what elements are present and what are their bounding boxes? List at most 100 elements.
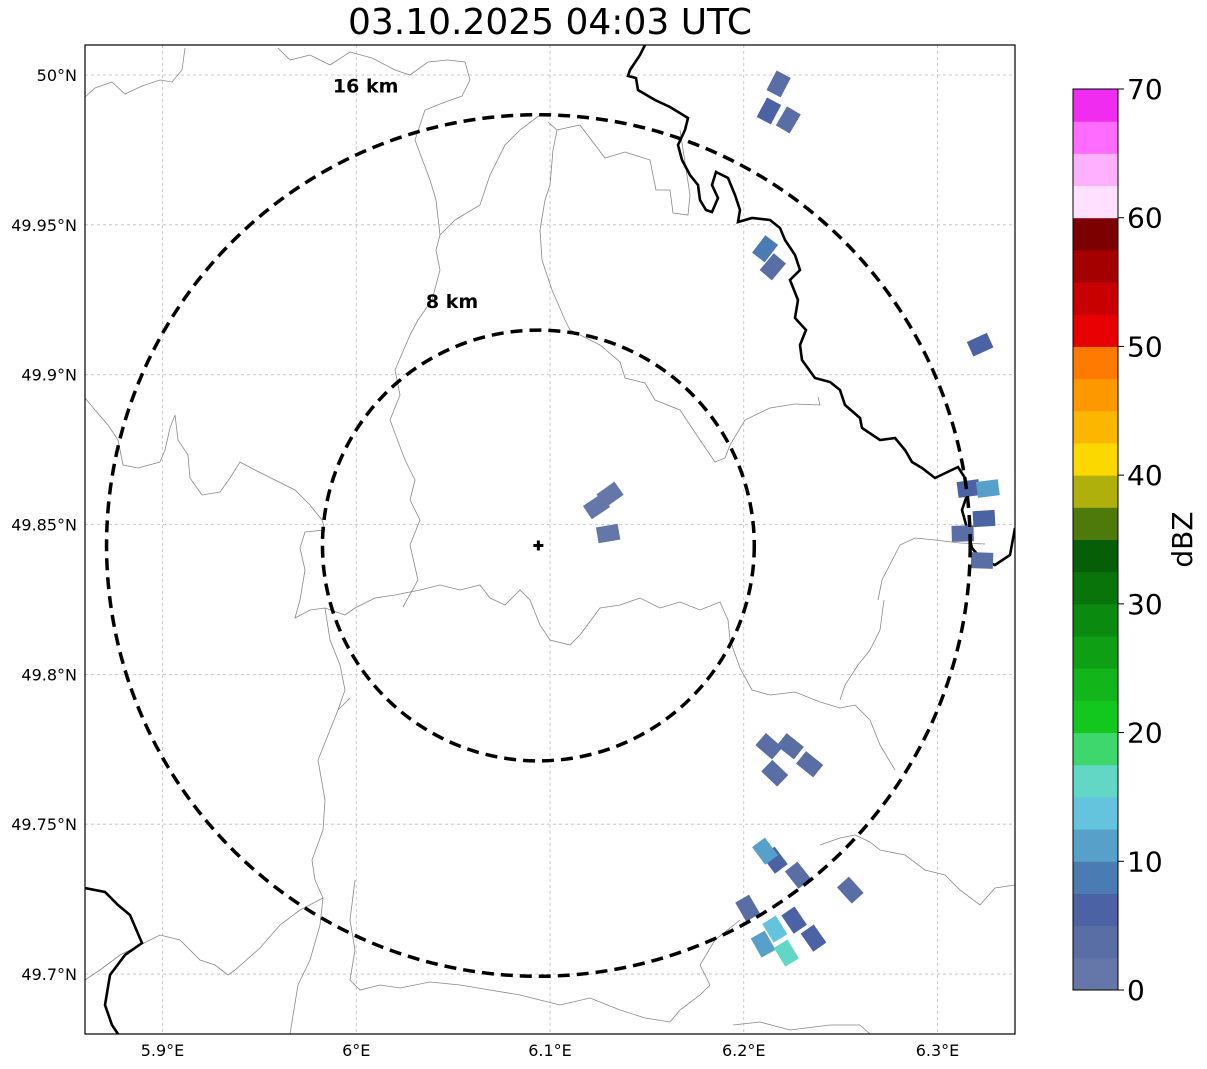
colorbar-segment — [1073, 314, 1118, 347]
lon-tick-label: 6°E — [342, 1041, 370, 1060]
boundary-line — [85, 397, 896, 771]
radar-echo — [951, 525, 974, 542]
radar-echo — [975, 479, 1000, 498]
colorbar-frame — [1072, 88, 1119, 991]
lon-tick-label: 6.3°E — [916, 1041, 960, 1060]
boundary-line — [839, 599, 885, 701]
radar-echo — [750, 930, 776, 958]
radar-echo — [776, 733, 804, 760]
boundary-line — [349, 879, 741, 1023]
radar-echo — [972, 509, 996, 528]
radar-echo — [766, 70, 791, 98]
range-rings — [104, 112, 972, 978]
boundary-line — [277, 47, 471, 608]
radar-echo — [735, 894, 761, 922]
radar-echo — [784, 861, 812, 889]
colorbar-segment — [1073, 539, 1118, 573]
colorbar-segment — [1073, 668, 1118, 701]
range-ring-label: 8 km — [426, 291, 478, 313]
radar-echo — [762, 915, 788, 943]
colorbar-segment — [1073, 764, 1118, 798]
radar-echo — [752, 235, 779, 263]
radar-echo — [775, 106, 801, 134]
radar-echo — [956, 479, 981, 498]
boundary-line — [732, 1021, 871, 1034]
gridlines — [85, 45, 1015, 1034]
boundary-line — [85, 47, 186, 98]
lat-tick-label: 49.7°N — [21, 965, 77, 984]
colorbar-tick-label: 60 — [1127, 202, 1163, 235]
colorbar-segment — [1073, 700, 1118, 734]
radar-echo — [966, 332, 994, 357]
radar-echo — [752, 837, 779, 865]
plot-frame — [84, 44, 1016, 1035]
radar-echo — [781, 906, 807, 934]
colorbar-segment — [1073, 89, 1118, 122]
colorbar-tick-label: 20 — [1127, 717, 1163, 750]
boundary-line — [819, 834, 1015, 906]
boundary-line — [539, 129, 821, 463]
radar-echo — [755, 733, 783, 760]
colorbar-segment — [1073, 121, 1118, 154]
colorbar-segment — [1073, 893, 1118, 927]
colorbar-tick-label: 40 — [1127, 459, 1163, 492]
colorbar-segment — [1073, 571, 1118, 605]
lat-tick-label: 49.95°N — [11, 216, 77, 235]
colorbar-segment — [1073, 346, 1118, 380]
radar-echo — [761, 759, 789, 787]
radar-echo — [756, 97, 782, 125]
range-ring-labels: 8 km 16 km — [333, 76, 478, 313]
radar-echo — [596, 481, 624, 508]
boundary-line — [85, 897, 324, 981]
lon-tick-label: 6.1°E — [528, 1041, 572, 1060]
border-line — [85, 886, 144, 1034]
colorbar-segment — [1073, 507, 1118, 540]
radar-echo — [796, 751, 824, 778]
colorbar-segment — [1073, 925, 1118, 959]
colorbar-segment — [1073, 829, 1118, 862]
lon-tick-label: 6.2°E — [722, 1041, 766, 1060]
colorbar-tick-label: 30 — [1127, 588, 1163, 621]
colorbar-tick-label: 70 — [1127, 73, 1163, 106]
map-title: 03.10.2025 04:03 UTC — [347, 2, 753, 43]
range-ring-label: 16 km — [333, 76, 399, 98]
radar-echo — [970, 552, 994, 569]
colorbar-tick-label: 0 — [1127, 974, 1145, 1007]
lat-tick-label: 49.8°N — [21, 665, 77, 684]
colorbar-tick-label: 10 — [1127, 845, 1163, 878]
lat-tick-label: 49.75°N — [11, 815, 77, 834]
colorbar-segment — [1073, 153, 1118, 187]
latitude-ticks: 49.7°N 49.75°N 49.8°N 49.85°N 49.9°N 49.95°N 5… — [11, 66, 77, 984]
radar-echo — [836, 876, 864, 904]
boundary-line — [439, 114, 541, 236]
colorbar-segment — [1073, 636, 1118, 669]
colorbar-segment — [1073, 378, 1118, 412]
colorbar-segment — [1073, 603, 1118, 637]
colorbar-segment — [1073, 732, 1118, 766]
admin-boundaries — [85, 47, 1015, 1034]
colorbar-segment — [1073, 442, 1118, 476]
lat-tick-label: 49.9°N — [21, 366, 77, 385]
colorbar-segment — [1073, 282, 1118, 315]
lat-tick-label: 50°N — [37, 66, 77, 85]
colorbar-segment — [1073, 957, 1118, 991]
radar-echoes — [582, 70, 1000, 967]
boundary-line — [877, 537, 986, 601]
boundary-line — [337, 697, 351, 711]
colorbar-segment — [1073, 249, 1118, 283]
range-ring — [104, 112, 972, 978]
radar-echo — [800, 924, 827, 952]
radar-site-marker — [533, 540, 544, 551]
colorbar-segment — [1073, 410, 1118, 444]
radar-echo — [773, 939, 799, 967]
radar-echo — [595, 523, 621, 544]
colorbar-label: dBZ — [1166, 511, 1199, 567]
range-ring — [320, 328, 757, 763]
colorbar: 0 10 20 30 40 50 60 70 dBZ — [1072, 73, 1199, 1007]
colorbar-segment — [1073, 185, 1118, 219]
colorbar-segment — [1073, 217, 1118, 251]
colorbar-segment — [1073, 861, 1118, 894]
boundary-line — [547, 121, 691, 216]
lat-tick-label: 49.85°N — [11, 516, 77, 535]
